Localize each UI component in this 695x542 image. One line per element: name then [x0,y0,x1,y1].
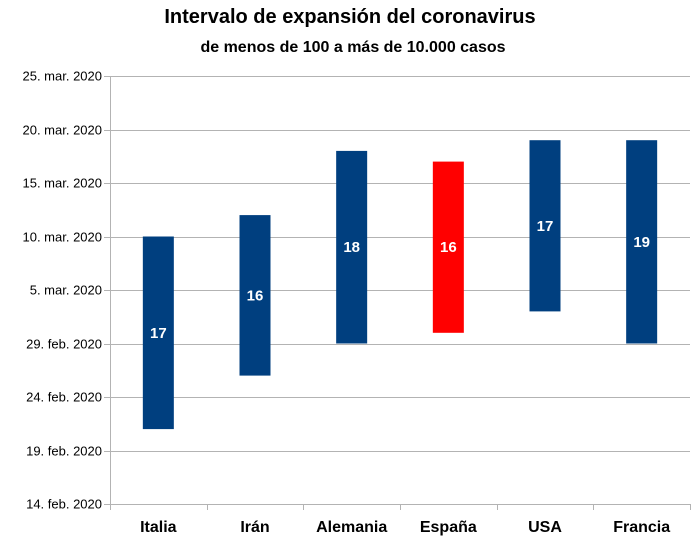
data-label: 19 [633,234,650,251]
data-label: 17 [150,325,167,342]
x-tick-label: Alemania [316,519,387,536]
data-label: 16 [247,287,264,304]
bar [142,236,174,430]
y-tick-label: 10. mar. 2020 [23,230,103,245]
bar [336,150,368,344]
data-label: 17 [537,218,554,235]
x-tick-label: Italia [140,519,177,536]
bar [432,161,464,333]
data-label: 16 [440,239,457,256]
y-tick-label: 24. feb. 2020 [26,390,102,405]
y-tick-label: 20. mar. 2020 [23,123,103,138]
y-tick-label: 5. mar. 2020 [30,283,102,298]
y-tick-label: 29. feb. 2020 [26,337,102,352]
x-tick-label: Irán [240,519,269,536]
y-tick-label: 15. mar. 2020 [23,176,103,191]
bar [239,215,271,376]
x-tick-label: España [420,519,477,536]
y-tick-label: 19. feb. 2020 [26,444,102,459]
x-tick-label: USA [528,519,562,536]
chart-subtitle: de menos de 100 a más de 10.000 casos [200,39,505,56]
data-label: 18 [343,239,360,256]
x-tick-label: Francia [613,519,670,536]
bar [626,140,658,344]
y-tick-label: 25. mar. 2020 [23,69,103,84]
chart-title: Intervalo de expansión del coronavirus [164,6,535,28]
bar [529,140,561,312]
y-tick-label: 14. feb. 2020 [26,497,102,512]
